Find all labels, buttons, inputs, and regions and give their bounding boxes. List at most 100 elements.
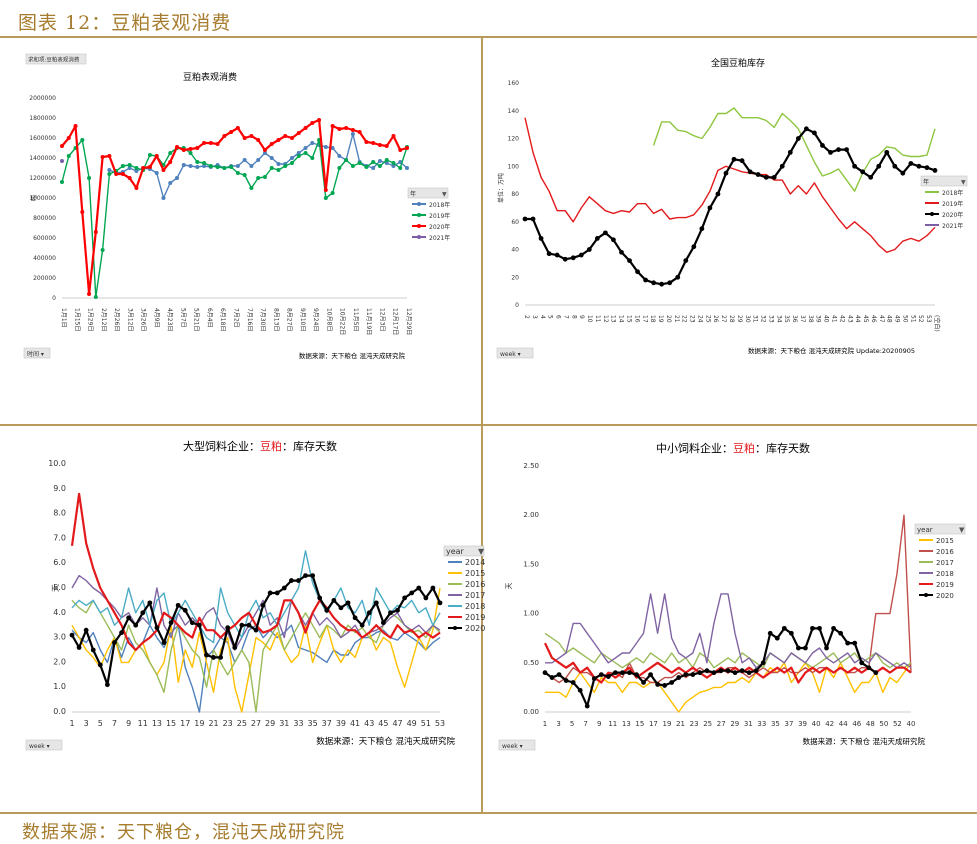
- x-tick-label: 39: [815, 315, 822, 323]
- data-point: [707, 205, 713, 211]
- data-point: [330, 146, 335, 150]
- data-point: [83, 627, 89, 633]
- data-point: [127, 166, 132, 170]
- y-tick-label: 40: [511, 247, 519, 254]
- data-point: [817, 625, 822, 631]
- x-tick-label: 46: [870, 315, 877, 323]
- data-point: [235, 126, 240, 130]
- y-tick-label: 200000: [33, 275, 56, 282]
- data-point: [542, 670, 548, 676]
- x-tick-label: 9月24日: [312, 308, 319, 331]
- filter-button-label: 时间 ▾: [27, 350, 44, 358]
- data-point: [676, 675, 682, 680]
- x-tick-label: 19: [194, 719, 204, 728]
- y-tick-label: 7.0: [53, 533, 66, 542]
- data-point: [655, 682, 661, 687]
- x-tick-label: 10月8日: [325, 308, 332, 331]
- x-tick-label: 47: [392, 719, 402, 728]
- data-point: [643, 277, 648, 283]
- x-tick-label: 12月29日: [405, 308, 412, 335]
- data-point: [107, 168, 112, 172]
- data-point: [357, 161, 362, 165]
- pivot-button-box: [25, 53, 87, 65]
- data-point: [641, 680, 646, 685]
- data-point: [746, 670, 752, 676]
- data-point: [202, 141, 207, 145]
- y-tick-label: 0.0: [53, 707, 66, 716]
- data-point: [732, 670, 738, 676]
- legend-label: 2018: [465, 602, 485, 611]
- data-point: [253, 627, 259, 633]
- data-point: [225, 625, 231, 631]
- x-tick-label: 48: [866, 720, 875, 728]
- data-point: [290, 156, 294, 160]
- filter-button-box: [498, 739, 536, 751]
- x-tick-label: 12: [602, 315, 609, 323]
- data-point: [262, 148, 267, 152]
- data-point: [267, 590, 273, 596]
- y-tick-label: 120: [508, 136, 520, 143]
- x-tick-label: 5月7日: [179, 308, 186, 328]
- x-tick-label: 49: [894, 315, 901, 323]
- data-point: [586, 247, 592, 252]
- x-tick-label: 49: [407, 719, 417, 728]
- data-point: [803, 645, 808, 651]
- data-point: [303, 126, 308, 130]
- x-tick-label: 15: [635, 720, 644, 728]
- data-point: [699, 226, 705, 232]
- data-point: [731, 156, 737, 162]
- data-point: [239, 622, 245, 628]
- x-tick-label: 29: [730, 720, 739, 728]
- data-point: [398, 148, 403, 152]
- data-point: [189, 620, 195, 626]
- y-tick-label: 1800000: [29, 115, 56, 122]
- legend-label: 2017: [936, 559, 954, 567]
- data-point: [398, 166, 403, 170]
- data-point: [648, 672, 653, 678]
- x-tick-label: 19: [663, 720, 672, 728]
- x-tick-label: 29: [736, 315, 743, 323]
- x-tick-label: 23: [689, 315, 696, 323]
- series-line: [524, 117, 936, 253]
- data-point: [296, 154, 301, 158]
- data-point: [310, 156, 315, 160]
- data-point: [627, 670, 632, 676]
- x-tick-label: 1: [69, 719, 74, 728]
- data-point: [288, 578, 294, 583]
- data-point: [229, 130, 234, 134]
- legend-label: 2020年: [429, 223, 450, 231]
- y-tick-label: 2000000: [29, 95, 56, 102]
- data-point: [330, 191, 335, 195]
- x-tick-label: 50: [879, 720, 888, 728]
- data-point: [120, 164, 125, 168]
- data-point: [242, 158, 247, 162]
- x-tick-label: 1月15日: [73, 308, 80, 331]
- data-point: [395, 607, 400, 613]
- x-tick-label: 42: [825, 720, 834, 728]
- x-tick-label: 37: [322, 719, 332, 728]
- data-point: [331, 598, 337, 603]
- x-tick-label: 7: [583, 720, 587, 728]
- data-point: [232, 645, 238, 650]
- data-point: [303, 146, 308, 150]
- x-tick-label: 51: [909, 315, 916, 323]
- y-tick-label: 140: [508, 108, 520, 115]
- data-point: [405, 146, 409, 150]
- data-point: [211, 655, 216, 660]
- data-point: [154, 171, 159, 175]
- data-point: [338, 605, 344, 611]
- x-tick-label: 5月21日: [193, 308, 200, 331]
- data-point: [577, 687, 583, 693]
- data-point: [651, 280, 657, 286]
- x-tick-label: 37: [799, 315, 806, 323]
- data-point: [405, 166, 409, 170]
- data-point: [563, 678, 569, 683]
- x-tick-label: 13: [622, 720, 631, 728]
- x-tick-label: 1: [543, 720, 547, 728]
- figure-title: 图表 12：豆粕表观消费: [18, 12, 232, 34]
- data-point: [196, 622, 202, 628]
- data-point: [290, 136, 294, 140]
- data-point: [127, 176, 132, 180]
- data-point: [578, 252, 584, 258]
- x-tick-label: 27: [720, 315, 727, 323]
